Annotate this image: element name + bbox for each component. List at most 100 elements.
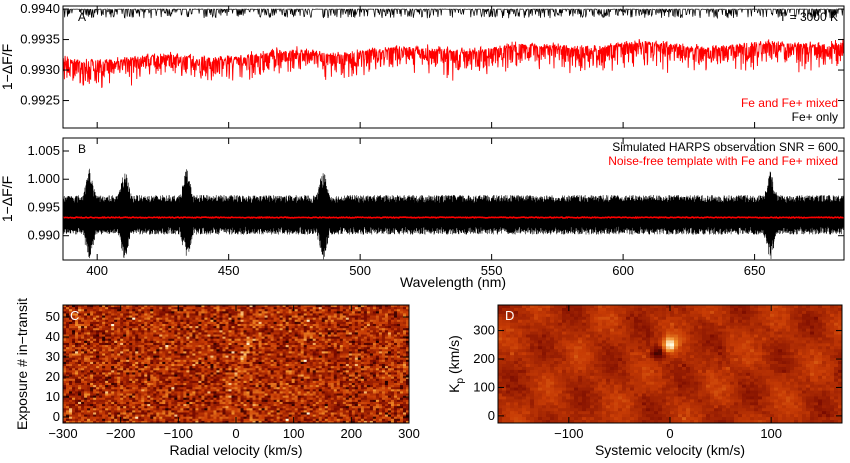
heatmap-cell xyxy=(201,382,205,386)
heatmap-cell xyxy=(195,372,199,375)
heatmap-cell xyxy=(141,330,145,333)
heatmap-cell xyxy=(387,391,392,394)
heatmap-cell xyxy=(186,364,190,367)
heatmap-cell xyxy=(276,372,281,375)
heatmap-cell xyxy=(270,374,275,378)
heatmap-cell xyxy=(90,368,94,371)
heatmap-cell xyxy=(282,393,287,397)
heatmap-cell xyxy=(69,307,73,310)
heatmap-cell xyxy=(234,323,238,327)
heatmap-cell xyxy=(375,305,380,308)
heatmap-cell xyxy=(237,307,241,310)
heatmap-cell xyxy=(81,389,85,392)
heatmap-cell xyxy=(84,380,88,384)
heatmap-cell xyxy=(156,389,160,392)
heatmap-cell xyxy=(396,345,401,348)
heatmap-cell xyxy=(111,349,115,352)
heatmap-cell xyxy=(210,349,214,352)
heatmap-cell xyxy=(126,359,130,363)
heatmap-cell xyxy=(273,382,278,386)
heatmap-cell xyxy=(123,351,127,354)
heatmap-cell xyxy=(270,340,275,344)
heatmap-cell xyxy=(348,334,353,338)
heatmap-cell xyxy=(252,334,256,338)
heatmap-cell xyxy=(372,368,377,371)
heatmap-cell xyxy=(330,349,335,352)
heatmap-cell xyxy=(171,338,175,342)
heatmap-cell xyxy=(300,374,305,378)
heatmap-cell xyxy=(180,311,184,314)
heatmap-cell xyxy=(273,357,278,361)
panel-b-frame xyxy=(62,137,845,261)
heatmap-cell xyxy=(366,349,371,352)
heatmap-cell xyxy=(363,382,368,386)
heatmap-cell xyxy=(393,355,398,359)
heatmap-cell xyxy=(354,385,359,388)
heatmap-cell xyxy=(144,380,148,384)
heatmap-cell xyxy=(315,376,320,380)
heatmap-cell xyxy=(387,313,392,316)
heatmap-cell xyxy=(165,321,169,325)
heatmap-cell xyxy=(210,307,214,310)
heatmap-cell xyxy=(186,353,190,356)
heatmap-cell xyxy=(180,345,184,348)
heatmap-cell xyxy=(186,361,190,365)
heatmap-cell xyxy=(348,351,353,354)
y-tick-label: 0.9940 xyxy=(20,1,60,16)
heatmap-cell xyxy=(357,349,362,352)
heatmap-cell xyxy=(240,342,244,346)
heatmap-cell xyxy=(207,372,211,375)
heatmap-cell xyxy=(285,368,290,371)
heatmap-cell xyxy=(267,361,271,365)
heatmap-cell xyxy=(183,315,187,319)
heatmap-cell xyxy=(291,376,296,380)
heatmap-cell xyxy=(276,351,281,354)
heatmap-cell xyxy=(396,391,401,394)
heatmap-cell xyxy=(291,391,296,394)
heatmap-cell xyxy=(360,338,365,342)
heatmap-cell xyxy=(321,355,326,359)
heatmap-cell xyxy=(219,357,223,361)
heatmap-cell xyxy=(351,368,356,371)
heatmap-cell xyxy=(177,372,181,375)
heatmap-cell xyxy=(105,376,109,380)
heatmap-cell xyxy=(384,374,389,378)
heatmap-cell xyxy=(237,359,241,363)
heatmap-cell xyxy=(243,351,247,354)
heatmap-cell xyxy=(351,380,356,384)
heatmap-cell xyxy=(243,345,247,348)
heatmap-cell xyxy=(192,353,196,356)
heatmap-cell xyxy=(405,380,409,384)
x-tick-label: 600 xyxy=(612,263,634,278)
heatmap-cell xyxy=(378,359,383,363)
heatmap-cell xyxy=(111,380,115,384)
heatmap-cell xyxy=(276,332,281,335)
heatmap-cell xyxy=(222,366,226,369)
heatmap-cell xyxy=(87,323,91,327)
heatmap-cell xyxy=(321,361,326,365)
heatmap-cell xyxy=(120,368,124,371)
heatmap-cell xyxy=(291,364,296,367)
heatmap-cell xyxy=(168,357,172,361)
heatmap-cell xyxy=(405,340,409,344)
heatmap-cell xyxy=(240,311,244,314)
heatmap-cell xyxy=(192,340,196,344)
heatmap-cell xyxy=(216,315,220,319)
heatmap-cell xyxy=(234,347,238,350)
heatmap-cell xyxy=(99,342,103,346)
heatmap-cell xyxy=(222,359,226,363)
heatmap-cell xyxy=(285,315,290,319)
y-tick-label: 0.9925 xyxy=(20,93,60,108)
heatmap-cell xyxy=(210,345,214,348)
heatmap-cell xyxy=(375,370,380,373)
heatmap-cell xyxy=(123,319,127,323)
heatmap-cell xyxy=(294,315,299,319)
heatmap-cell xyxy=(312,378,317,382)
heatmap-cell xyxy=(129,366,133,369)
heatmap-cell xyxy=(255,361,259,365)
heatmap-cell xyxy=(72,391,76,394)
heatmap-cell xyxy=(168,376,172,380)
heatmap-cell xyxy=(297,323,302,327)
heatmap-cell xyxy=(384,391,389,394)
